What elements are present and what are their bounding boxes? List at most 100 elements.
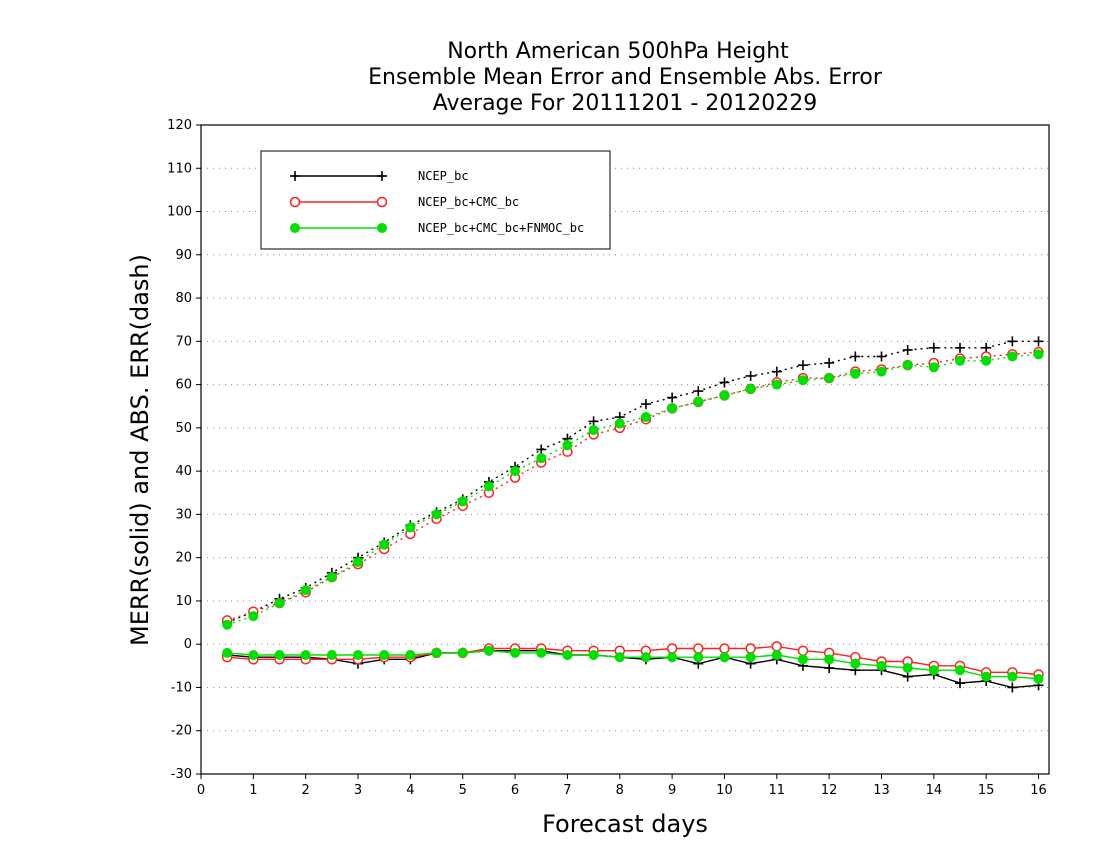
open-circle-marker xyxy=(666,643,678,654)
y-tick-label: 80 xyxy=(175,291,192,306)
legend-box xyxy=(260,150,611,250)
filled-circle-marker xyxy=(290,223,300,233)
x-tick-label: 7 xyxy=(563,783,571,798)
filled-circle-marker xyxy=(248,611,259,622)
series-2 xyxy=(222,349,1044,684)
merr-line-1 xyxy=(227,645,1039,676)
filled-circle-marker xyxy=(955,665,966,676)
y-tick-label: -20 xyxy=(171,724,192,739)
grid-lines xyxy=(201,167,1049,732)
filled-circle-marker xyxy=(300,585,311,596)
filled-circle-marker xyxy=(1007,671,1018,682)
filled-circle-marker xyxy=(719,652,730,663)
filled-circle-marker xyxy=(377,223,387,233)
merr-line-2 xyxy=(227,649,1039,680)
filled-circle-marker xyxy=(405,522,416,533)
y-tick-label: 30 xyxy=(175,507,192,522)
filled-circle-marker xyxy=(850,368,861,379)
plus-marker xyxy=(876,351,887,362)
filled-circle-marker xyxy=(745,652,756,663)
filled-circle-marker xyxy=(614,418,625,429)
filled-circle-marker xyxy=(562,440,573,451)
y-tick-label: 70 xyxy=(175,334,192,349)
x-tick-label: 3 xyxy=(354,783,362,798)
y-tick-label: 40 xyxy=(175,464,192,479)
open-circle-marker xyxy=(376,196,388,208)
open-circle-marker xyxy=(693,643,704,654)
x-tick-label: 6 xyxy=(511,783,519,798)
chart-title-line-2: Ensemble Mean Error and Ensemble Abs. Er… xyxy=(368,65,883,90)
filled-circle-marker xyxy=(510,647,521,658)
filled-circle-marker xyxy=(353,650,364,661)
abs-err-line-1 xyxy=(226,351,1039,622)
filled-circle-marker xyxy=(928,362,939,373)
y-tick-label: 0 xyxy=(184,637,192,652)
filled-circle-marker xyxy=(248,650,259,661)
legend: NCEP_bc NCEP_bc+CMC_bc NCEP_bc+CMC_bc+FN… xyxy=(260,150,611,250)
series-1 xyxy=(221,346,1044,680)
open-circle-marker xyxy=(771,641,783,652)
filled-circle-marker xyxy=(667,403,678,414)
y-tick-label: -10 xyxy=(171,680,192,695)
filled-circle-marker xyxy=(405,650,416,661)
y-tick-label: 20 xyxy=(175,551,192,566)
x-tick-label: 4 xyxy=(406,783,414,798)
plus-marker xyxy=(824,662,835,673)
plus-marker xyxy=(745,370,756,381)
x-tick-label: 16 xyxy=(1030,783,1047,798)
plus-marker xyxy=(955,342,966,353)
filled-circle-marker xyxy=(928,665,939,676)
filled-circle-marker xyxy=(379,650,390,661)
plus-marker xyxy=(902,344,913,355)
filled-circle-marker xyxy=(824,373,835,384)
filled-circle-marker xyxy=(981,355,992,366)
plot-frame xyxy=(200,124,1050,775)
x-tick-label: 15 xyxy=(978,783,995,798)
filled-circle-marker xyxy=(1033,349,1044,360)
open-circle-marker xyxy=(719,643,730,654)
plus-marker xyxy=(824,357,835,368)
x-tick-label: 0 xyxy=(197,783,205,798)
plus-marker xyxy=(290,171,300,181)
filled-circle-marker xyxy=(797,375,808,386)
filled-circle-marker xyxy=(379,539,390,550)
filled-circle-marker xyxy=(274,598,285,609)
filled-circle-marker xyxy=(824,654,835,665)
filled-circle-marker xyxy=(353,556,364,567)
filled-circle-marker xyxy=(431,509,442,520)
plus-marker xyxy=(771,366,782,377)
x-tick-label: 9 xyxy=(668,783,676,798)
x-axis-title: Forecast days xyxy=(542,810,708,838)
legend-label-ncep-cmc-fnmoc: NCEP_bc+CMC_bc+FNMOC_bc xyxy=(418,221,584,235)
filled-circle-marker xyxy=(771,379,782,390)
open-circle-marker xyxy=(289,196,301,208)
filled-circle-marker xyxy=(300,650,311,661)
y-axis-title: MERR(solid) and ABS. ERR(dash) xyxy=(126,254,154,646)
x-tick-label: 10 xyxy=(716,783,733,798)
filled-circle-marker xyxy=(640,412,651,423)
x-tick-label: 2 xyxy=(302,783,310,798)
filled-circle-marker xyxy=(693,396,704,407)
filled-circle-marker xyxy=(693,652,704,663)
plus-marker xyxy=(1007,682,1018,693)
filled-circle-marker xyxy=(457,647,468,658)
x-tick-label: 14 xyxy=(926,783,943,798)
x-tick-label: 13 xyxy=(873,783,890,798)
filled-circle-marker xyxy=(1033,673,1044,684)
filled-circle-marker xyxy=(850,658,861,669)
plus-marker xyxy=(640,399,651,410)
filled-circle-marker xyxy=(510,466,521,477)
filled-circle-marker xyxy=(902,360,913,371)
filled-circle-marker xyxy=(326,572,337,583)
plus-marker xyxy=(667,392,678,403)
plus-marker xyxy=(981,342,992,353)
y-tick-label: 120 xyxy=(167,118,192,133)
filled-circle-marker xyxy=(222,619,233,630)
legend-label-ncep-cmc: NCEP_bc+CMC_bc xyxy=(418,195,519,209)
chart-title-line-3: Average For 20111201 - 20120229 xyxy=(433,91,818,116)
x-tick-label: 11 xyxy=(769,783,786,798)
plus-marker xyxy=(536,444,547,455)
chart-title-line-1: North American 500hPa Height xyxy=(447,39,789,64)
open-circle-marker xyxy=(745,643,756,654)
filled-circle-marker xyxy=(876,366,887,377)
